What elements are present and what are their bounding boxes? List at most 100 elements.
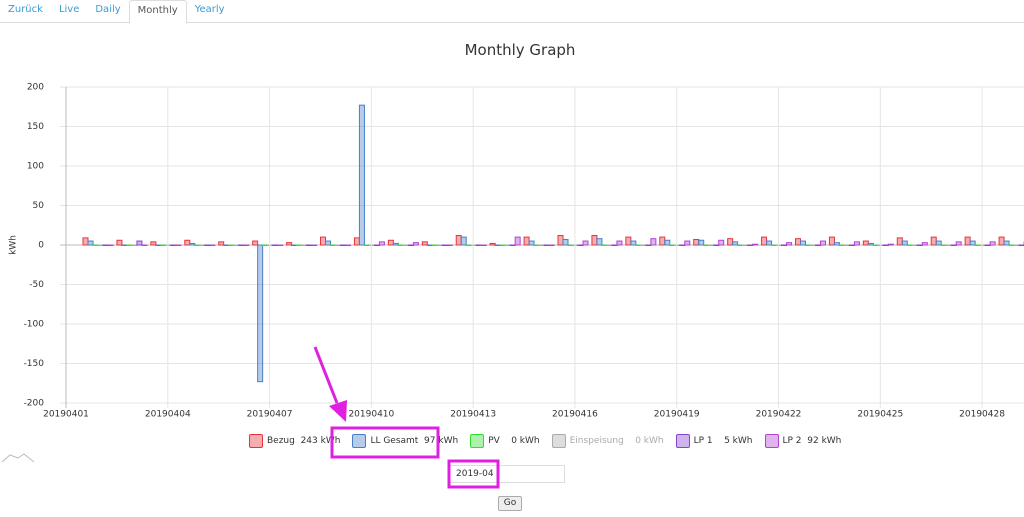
bar <box>882 244 889 246</box>
bar <box>267 244 274 246</box>
bar <box>630 240 637 246</box>
bar <box>674 244 681 246</box>
bar <box>325 240 331 246</box>
bar <box>601 244 608 246</box>
bar <box>523 236 530 246</box>
bar <box>567 244 574 246</box>
bar <box>504 244 511 246</box>
bar <box>345 244 351 246</box>
y-axis-label: kWh <box>9 235 19 255</box>
bar <box>165 244 172 246</box>
bar <box>901 240 908 246</box>
bar <box>489 242 496 246</box>
bar <box>669 244 676 246</box>
legend-item[interactable]: Bezug 243 kWh <box>249 433 340 449</box>
bar <box>421 241 428 246</box>
bar <box>800 240 806 246</box>
bar <box>262 244 269 246</box>
bar <box>330 244 336 246</box>
legend-item[interactable]: LL Gesamt 97 kWh <box>352 433 458 449</box>
bar <box>718 239 725 246</box>
month-input[interactable]: 2019-04 <box>449 465 565 483</box>
bar <box>441 244 448 246</box>
bar <box>684 240 691 246</box>
bar <box>228 244 235 246</box>
bar <box>742 244 749 246</box>
x-tick-label: 20190428 <box>959 410 1005 420</box>
bar <box>867 242 874 246</box>
bar <box>252 240 259 246</box>
bar <box>426 244 433 246</box>
bar <box>979 244 986 246</box>
bar <box>964 236 971 246</box>
legend-item[interactable]: LP 1 5 kWh <box>675 433 753 449</box>
nav-tab[interactable]: Live <box>58 4 80 15</box>
legend-item[interactable]: Einspeisung 0 kWh <box>551 433 664 449</box>
bar <box>848 244 855 246</box>
bar <box>373 244 380 246</box>
bar <box>679 244 686 246</box>
bar <box>786 242 793 246</box>
bar <box>494 244 501 246</box>
bar <box>353 237 360 246</box>
bar <box>562 238 569 246</box>
bar <box>340 244 346 246</box>
bar <box>184 239 191 246</box>
x-tick-label: 20190422 <box>756 410 802 420</box>
bar <box>363 244 370 246</box>
bar <box>820 240 826 246</box>
legend-item[interactable]: LP 2 92 kWh <box>764 433 841 449</box>
bar <box>805 244 811 246</box>
bar <box>1003 240 1010 246</box>
chart-title: Monthly Graph <box>464 41 576 59</box>
x-tick-label: 20190413 <box>450 410 496 420</box>
bar <box>713 244 720 246</box>
nav-tab[interactable]: Zurück <box>8 4 43 15</box>
bar <box>412 242 419 246</box>
bar <box>204 244 211 246</box>
bar <box>761 236 768 246</box>
bar <box>194 244 201 246</box>
go-button[interactable]: Go <box>498 496 522 511</box>
legend-swatch <box>764 434 779 448</box>
bar <box>189 242 196 246</box>
bar <box>155 244 162 246</box>
nav-tabs: Zurück Live Daily Monthly Yearly <box>0 0 1024 24</box>
x-tick-label: 20190425 <box>857 410 903 420</box>
legend-label: PV 0 kWh <box>488 436 540 446</box>
bar <box>828 236 835 246</box>
bar <box>752 243 759 246</box>
bar <box>150 241 157 246</box>
nav-tab[interactable]: Yearly <box>194 4 225 15</box>
bar <box>358 104 365 246</box>
bar <box>896 237 903 246</box>
bar <box>533 244 540 246</box>
bar <box>930 236 937 246</box>
bar <box>286 242 293 246</box>
bar <box>392 242 399 246</box>
bar <box>465 244 472 246</box>
bar <box>838 244 845 246</box>
bar <box>82 237 89 246</box>
bar <box>974 244 981 246</box>
legend-label: LL Gesamt 97 kWh <box>370 436 459 446</box>
legend-item[interactable]: PV 0 kWh <box>470 433 540 449</box>
nav-tab[interactable]: Daily <box>95 4 121 15</box>
nav-tab[interactable]: Monthly <box>128 0 187 24</box>
y-tick-label: -150 <box>24 359 45 369</box>
bar <box>843 244 850 246</box>
bar <box>577 244 584 246</box>
y-tick-label: 200 <box>27 83 44 93</box>
bar <box>320 236 326 246</box>
bar <box>233 244 240 246</box>
x-tick-label: 20190401 <box>43 410 89 420</box>
legend-swatch <box>470 434 485 448</box>
bar <box>984 244 991 246</box>
bar <box>378 241 385 246</box>
bar <box>1013 244 1020 246</box>
bar <box>795 238 801 246</box>
x-tick-label: 20190404 <box>145 410 191 420</box>
bar <box>387 239 394 246</box>
bar <box>625 236 632 246</box>
